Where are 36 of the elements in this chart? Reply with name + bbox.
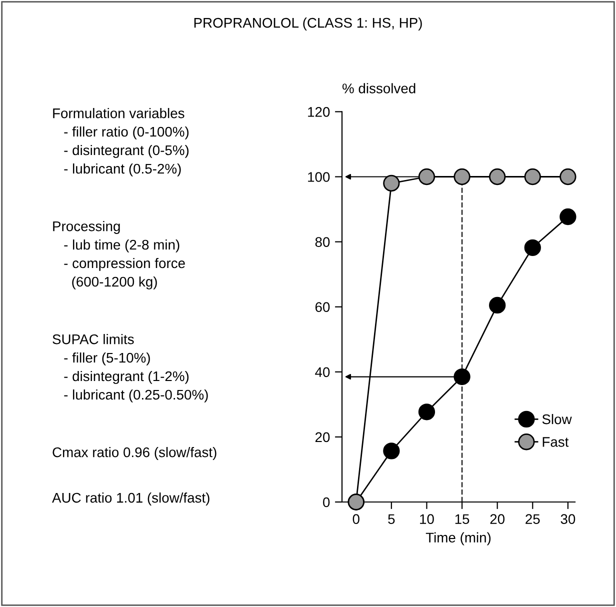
point <box>524 239 541 256</box>
point <box>418 404 436 420</box>
x-axis-title: Time (min) <box>426 532 491 546</box>
y-tick-label: 80 <box>315 237 330 247</box>
text: Formulation variables - filler ratio (0-100%) - disintegrant (0-5%) - lubricant (0.5-2%) <box>53 108 189 176</box>
point <box>454 168 470 186</box>
point <box>454 368 470 386</box>
point <box>418 168 436 186</box>
x-tick-label: 25 <box>526 514 540 524</box>
legend-label: Slow <box>542 414 572 424</box>
point <box>524 168 541 186</box>
y-tick-label: 20 <box>315 432 330 442</box>
chart-title: PROPRANOLOL (CLASS 1: HS, HP) <box>194 18 422 30</box>
x-tick-label: 20 <box>490 514 505 524</box>
y-tick-label: 0 <box>323 497 330 508</box>
point <box>489 168 506 186</box>
x-tick-label: 15 <box>455 514 470 524</box>
y-axis-title: % dissolved <box>342 83 416 94</box>
x-tick-label: 10 <box>420 514 434 524</box>
point <box>489 296 506 314</box>
point <box>560 168 576 186</box>
point <box>560 208 576 226</box>
text: Cmax ratio 0.96 (slow/fast) <box>52 447 216 460</box>
y-tick-label: 100 <box>308 172 330 182</box>
x-tick-label: 5 <box>388 514 395 524</box>
y-tick-label: 120 <box>308 107 330 117</box>
y-tick-label: 40 <box>315 367 330 378</box>
point <box>383 442 400 460</box>
text: SUPAC limits - filler (5-10%) - disintegrant (1-2%) - lubricant (0.25-0.50%) <box>52 334 208 402</box>
text: AUC ratio 1.01 (slow/fast) <box>52 492 210 506</box>
x-tick-label: 30 <box>560 514 576 524</box>
text: Processing - lub time (2-8 min) - compression force (600-1200 kg) <box>53 221 185 290</box>
legend-label: Fast <box>542 437 569 447</box>
y-tick-label: 60 <box>315 302 330 312</box>
point <box>383 174 400 192</box>
x-tick-label: 0 <box>352 514 360 524</box>
